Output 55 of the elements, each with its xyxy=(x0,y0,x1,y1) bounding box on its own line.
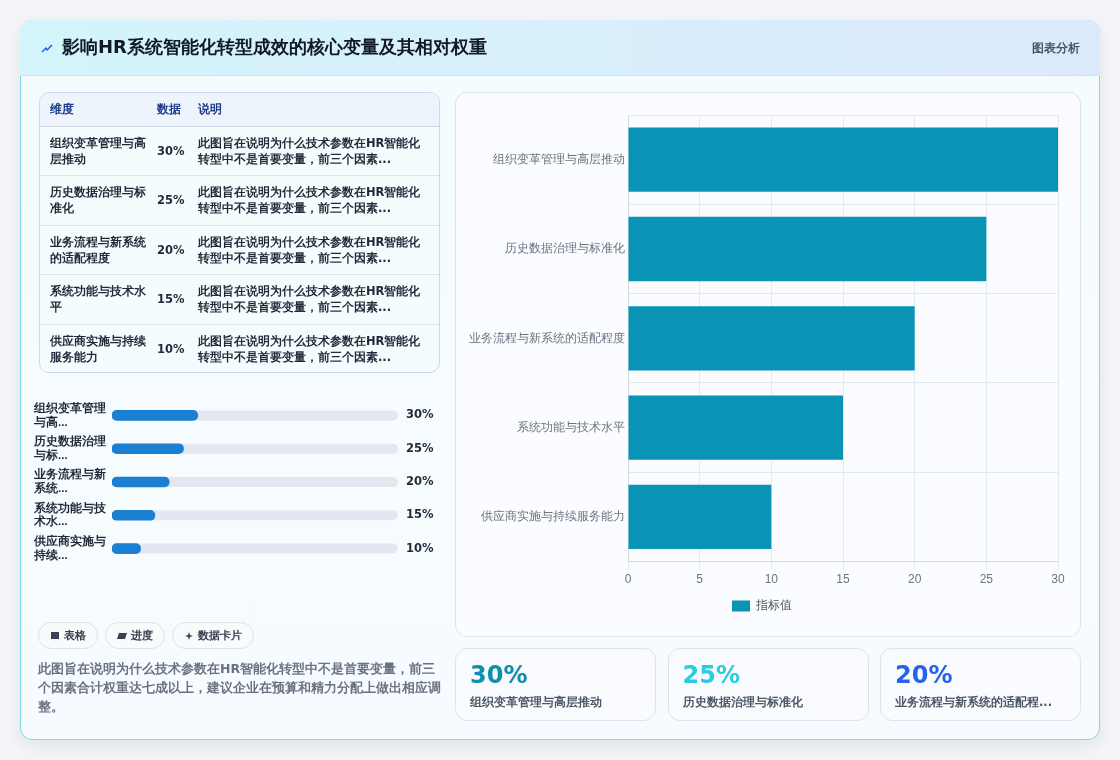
text: 此图旨在说明为什么技术参数在HR智能化转型中不是首要变量，前三个因素... xyxy=(188,126,439,176)
y-tick-label: 历史数据治理与标... xyxy=(33,433,106,461)
text: 图表分析 xyxy=(1032,40,1080,57)
data-label: 25% xyxy=(406,440,434,455)
text: 数据卡片 xyxy=(198,628,242,643)
y-tick-label: 供应商实施与持续服务能力 xyxy=(481,509,625,524)
text: 15% xyxy=(157,292,185,307)
y-tick-label: 系统功能与技术水平 xyxy=(517,419,625,434)
text: 25% xyxy=(157,193,185,208)
y-tick-label: 业务流程与新系统的适配程度 xyxy=(469,330,625,345)
data-label: 10% xyxy=(406,540,434,555)
text: 历史数据治理与标准化 xyxy=(682,695,804,710)
x-tick-label: 0 xyxy=(624,572,632,587)
text: 表格 xyxy=(64,628,86,643)
text: 业务流程与新系统的适配程... xyxy=(895,695,1054,710)
text: 数据 xyxy=(147,93,188,126)
text: 20% xyxy=(157,242,185,257)
text: 此图旨在说明为什么技术参数在HR智能化转型中不是首要变量，前三个因素... xyxy=(188,175,439,225)
text: 影响HR系统智能化转型成效的核心变量及其相对权重 xyxy=(62,35,487,59)
bar xyxy=(628,306,915,371)
text: 此图旨在说明为什么技术参数在HR智能化转型中不是首要变量，前三个因素合计权重达七成以上，建议企业在预算和精力分配上做出相应调整。 xyxy=(38,660,442,716)
bar xyxy=(628,484,772,550)
text: 25% xyxy=(682,661,741,689)
x-tick-label: 15 xyxy=(836,572,850,587)
x-tick-label: 5 xyxy=(696,572,704,587)
y-tick-label: 系统功能与技术水... xyxy=(33,500,107,528)
text: 进度 xyxy=(131,628,153,643)
data-label: 30% xyxy=(406,407,434,422)
y-tick-label: 组织变革管理与高... xyxy=(33,400,106,428)
x-tick-label: 20 xyxy=(907,572,922,587)
text: 组织变革管理与高层推动 xyxy=(470,695,603,710)
x-tick-label: 10 xyxy=(764,572,779,587)
data-label: 20% xyxy=(406,473,434,488)
bar xyxy=(112,476,170,488)
bar xyxy=(628,216,987,282)
bar xyxy=(628,127,1058,192)
x-tick-label: 25 xyxy=(979,572,994,587)
text: 维度 xyxy=(40,93,147,126)
text: 10% xyxy=(157,342,185,356)
text: 30% xyxy=(470,661,529,689)
text: 此图旨在说明为什么技术参数在HR智能化转型中不是首要变量，前三个因素... xyxy=(188,225,439,275)
data-label: 15% xyxy=(406,507,434,522)
y-tick-label: 组织变革管理与高层推动 xyxy=(493,151,625,166)
text: 此图旨在说明为什么技术参数在HR智能化转型中不是首要变量，前三个因素... xyxy=(197,333,422,366)
bar xyxy=(628,395,843,460)
legend-label: 指标值 xyxy=(755,598,792,613)
text: 30% xyxy=(157,143,185,158)
y-tick-label: 历史数据治理与标准化 xyxy=(505,241,625,256)
x-tick-label: 30 xyxy=(1051,572,1065,587)
y-tick-label: 供应商实施与持续... xyxy=(33,533,106,561)
text: 20% xyxy=(895,661,954,689)
text: 说明 xyxy=(188,93,439,126)
bar xyxy=(112,509,156,521)
text: 此图旨在说明为什么技术参数在HR智能化转型中不是首要变量，前三个因素... xyxy=(188,274,439,324)
y-tick-label: 业务流程与新系统... xyxy=(33,467,106,495)
